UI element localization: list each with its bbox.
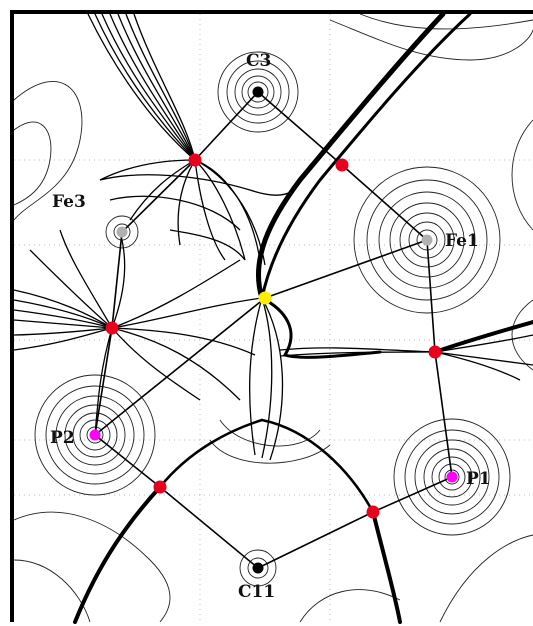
atom-p1 [446,471,458,483]
label-fe1: Fe1 [445,231,479,251]
bcp-c3-fe1 [335,158,349,172]
bcp-c3-fe3 [188,153,202,167]
atom-c11 [252,562,264,574]
atom-fe1 [421,234,433,246]
label-c11: C11 [238,582,275,602]
bcp-fe3-p2 [105,321,119,335]
label-fe3: Fe3 [52,192,86,212]
ring-critical-point [258,291,272,305]
gradient-paths [13,13,533,461]
bcp-c11-p1 [366,505,380,519]
atoms [89,86,458,574]
label-c3: C3 [246,51,271,71]
label-p1: P1 [466,469,491,489]
zero-flux-surfaces [73,11,533,624]
atom-p2 [89,429,101,441]
bond-paths [94,91,453,569]
bond-critical-points [105,153,442,519]
bcp-fe1-p1 [428,345,442,359]
bcp-p2-c11 [153,480,167,494]
atom-fe3 [116,226,128,238]
label-p2: P2 [50,428,75,448]
frame [10,10,533,622]
atom-labels: C3 Fe1 Fe3 P2 P1 C11 [50,51,491,602]
density-contours [13,13,533,623]
atom-c3 [252,86,264,98]
